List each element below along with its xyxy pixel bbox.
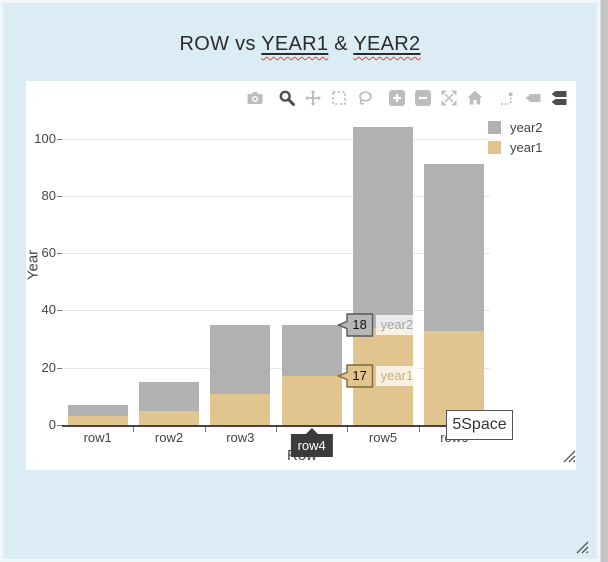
x-tick-mark bbox=[418, 427, 420, 432]
x-tick-label: row1 bbox=[83, 430, 112, 445]
bar-row1-year2[interactable] bbox=[67, 404, 128, 417]
bar-row2-year1[interactable] bbox=[139, 410, 199, 425]
autoscale-icon[interactable] bbox=[436, 87, 462, 109]
bar-row4-year1[interactable] bbox=[281, 376, 342, 425]
legend-label: year2 bbox=[510, 119, 543, 135]
vertical-scrollbar[interactable] bbox=[600, 0, 608, 562]
legend-swatch-year2 bbox=[488, 120, 501, 134]
plotly-modebar bbox=[236, 87, 572, 109]
gridline bbox=[62, 310, 490, 312]
y-tick-label: 0 bbox=[48, 417, 56, 432]
x-tick-label: row2 bbox=[154, 430, 184, 445]
y-tick-label: 20 bbox=[41, 359, 56, 375]
bar-row5-year2[interactable] bbox=[353, 127, 413, 328]
bar-row2-year2[interactable] bbox=[139, 382, 199, 411]
lasso-select-icon[interactable] bbox=[352, 87, 378, 109]
y-tick-mark bbox=[57, 195, 62, 197]
chart-card: year2 year1 Year Row 18 year2 17 year1 r… bbox=[25, 81, 576, 470]
legend: year2 year1 bbox=[488, 117, 543, 157]
bar-row1-year1[interactable] bbox=[67, 416, 128, 425]
title-year2: YEAR2 bbox=[353, 33, 421, 55]
y-tick-mark bbox=[57, 310, 62, 312]
x-tick-label: row5 bbox=[368, 430, 398, 445]
toggle-spikelines-icon[interactable] bbox=[494, 87, 520, 109]
legend-item-year2[interactable]: year2 bbox=[488, 117, 543, 137]
hover-closest-icon[interactable] bbox=[520, 87, 546, 109]
bar-row3-year2[interactable] bbox=[210, 324, 271, 394]
plot-area bbox=[62, 110, 490, 425]
gridline bbox=[62, 138, 490, 140]
x-tick-label: row3 bbox=[226, 430, 255, 445]
chart-title[interactable]: ROW vs YEAR1 & YEAR2 bbox=[0, 31, 600, 57]
gridline bbox=[62, 195, 490, 197]
y-tick-label: 100 bbox=[34, 130, 56, 146]
x-tick-mark bbox=[133, 427, 135, 432]
zoom-in-icon[interactable] bbox=[384, 87, 410, 109]
x-axis-hover-label: row4 bbox=[290, 428, 333, 457]
card-resize-grip[interactable] bbox=[563, 450, 576, 463]
bar-row6-year1[interactable] bbox=[424, 330, 485, 425]
zoom-out-icon[interactable] bbox=[410, 87, 436, 109]
hover-compare-icon[interactable] bbox=[546, 87, 572, 109]
pan-icon[interactable] bbox=[300, 87, 326, 109]
y-tick-label: 80 bbox=[41, 187, 56, 203]
title-separator: & bbox=[328, 33, 354, 55]
y-tick-mark bbox=[57, 367, 62, 369]
zoom-icon[interactable] bbox=[274, 87, 300, 109]
annotation-text-box[interactable]: 5Space bbox=[446, 410, 513, 440]
page-resize-grip[interactable] bbox=[576, 541, 589, 554]
gridline bbox=[62, 253, 490, 255]
x-tick-mark bbox=[347, 427, 349, 432]
bar-row3-year1[interactable] bbox=[210, 393, 271, 425]
legend-label: year1 bbox=[510, 139, 543, 155]
bar-row5-year1[interactable] bbox=[353, 327, 413, 425]
box-select-icon[interactable] bbox=[326, 87, 352, 109]
bar-row6-year2[interactable] bbox=[424, 164, 485, 331]
camera-icon[interactable] bbox=[242, 87, 268, 109]
bar-row4-year2[interactable] bbox=[281, 324, 342, 377]
gridline bbox=[62, 367, 490, 369]
x-axis-line bbox=[62, 425, 490, 427]
legend-swatch-year1 bbox=[488, 140, 501, 154]
y-tick-label: 60 bbox=[41, 245, 56, 261]
y-tick-mark bbox=[57, 425, 62, 426]
title-text: ROW vs bbox=[179, 33, 262, 55]
y-tick-mark bbox=[57, 138, 62, 140]
y-tick-label: 40 bbox=[41, 302, 56, 318]
y-tick-mark bbox=[57, 253, 62, 255]
reset-home-icon[interactable] bbox=[462, 87, 488, 109]
x-tick-mark bbox=[204, 427, 206, 432]
legend-item-year1[interactable]: year1 bbox=[488, 137, 543, 157]
title-year1: YEAR1 bbox=[261, 33, 329, 55]
x-tick-mark bbox=[276, 427, 277, 432]
